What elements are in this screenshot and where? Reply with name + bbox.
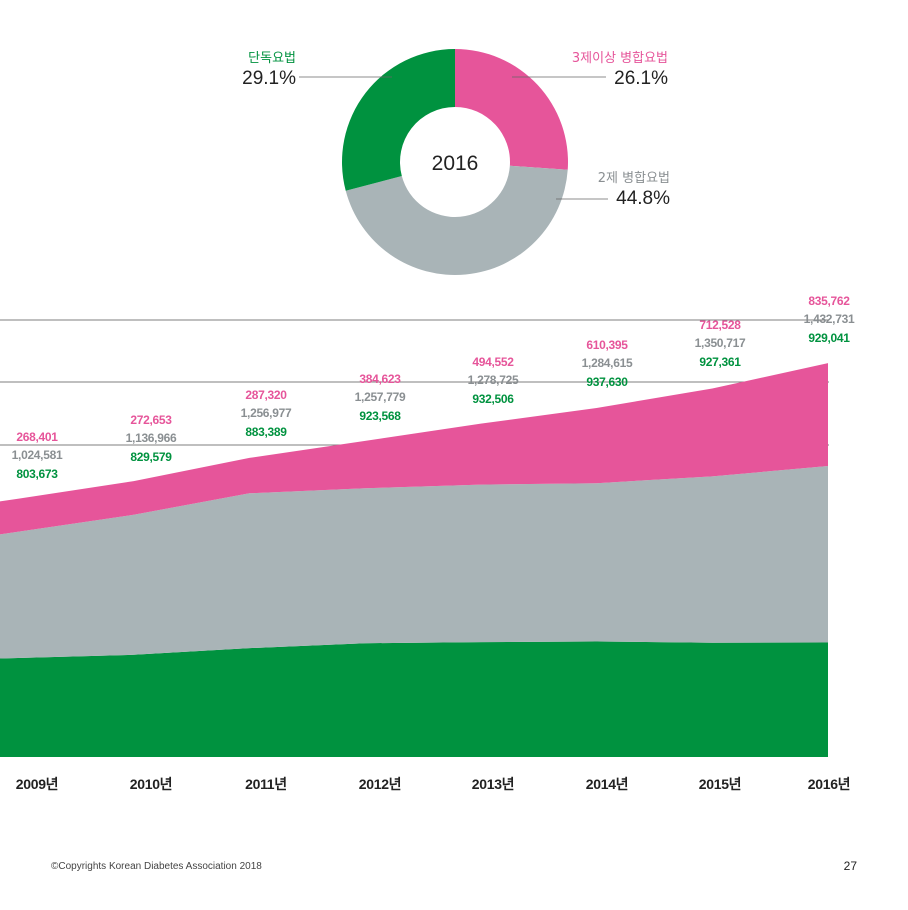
data-label-triple-1: 272,653 [130, 413, 172, 427]
data-label-mono-7: 929,041 [808, 331, 850, 345]
x-tick-label-1: 2010년 [130, 776, 173, 792]
data-label-triple-0: 268,401 [16, 430, 58, 444]
x-tick-label-6: 2015년 [699, 776, 742, 792]
data-label-dual-1: 1,136,966 [126, 431, 177, 445]
data-label-dual-3: 1,257,779 [355, 390, 406, 404]
data-label-dual-7: 1,432,731 [804, 312, 855, 326]
data-label-mono-5: 937,630 [586, 375, 628, 389]
data-label-mono-2: 883,389 [245, 425, 287, 439]
x-tick-label-0: 2009년 [16, 776, 59, 792]
data-label-triple-5: 610,395 [586, 338, 628, 352]
donut-segment-1 [345, 165, 568, 276]
data-label-triple-7: 835,762 [808, 294, 850, 308]
data-label-dual-6: 1,350,717 [695, 336, 746, 350]
footer-copyright: ©Copyrights Korean Diabetes Association … [51, 861, 262, 872]
donut-legend-percent-1: 44.8% [616, 188, 670, 209]
x-tick-label-7: 2016년 [808, 776, 851, 792]
x-tick-label-2: 2011년 [245, 776, 287, 792]
donut-legend-name-2: 단독요법 [248, 51, 296, 66]
data-label-dual-2: 1,256,977 [241, 406, 292, 420]
donut-segment-0 [455, 49, 568, 170]
data-label-mono-3: 923,568 [359, 409, 401, 423]
x-tick-label-5: 2014년 [586, 776, 629, 792]
page-number: 27 [843, 859, 857, 873]
data-label-mono-1: 829,579 [130, 450, 172, 464]
data-label-triple-2: 287,320 [245, 388, 287, 402]
area-series-0 [0, 641, 828, 757]
data-label-dual-5: 1,284,615 [582, 356, 633, 370]
x-tick-label-4: 2013년 [472, 776, 515, 792]
data-label-mono-4: 932,506 [472, 392, 514, 406]
data-label-mono-6: 927,361 [699, 355, 741, 369]
donut-legend-name-1: 2제 병합요법 [598, 171, 670, 186]
data-label-triple-4: 494,552 [472, 355, 514, 369]
donut-legend-percent-0: 26.1% [614, 68, 668, 89]
donut-legend-name-0: 3제이상 병합요법 [572, 51, 668, 66]
donut-center-label: 2016 [432, 152, 479, 175]
area-series-2 [0, 363, 828, 535]
data-label-dual-0: 1,024,581 [12, 448, 63, 462]
area-series-1 [0, 466, 828, 659]
donut-legend-percent-2: 29.1% [242, 68, 296, 89]
data-label-dual-4: 1,278,725 [468, 373, 519, 387]
donut-segment-2 [341, 49, 455, 191]
data-label-mono-0: 803,673 [16, 467, 58, 481]
data-label-triple-3: 384,623 [359, 372, 401, 386]
x-tick-label-3: 2012년 [359, 776, 402, 792]
data-label-triple-6: 712,528 [699, 318, 741, 332]
